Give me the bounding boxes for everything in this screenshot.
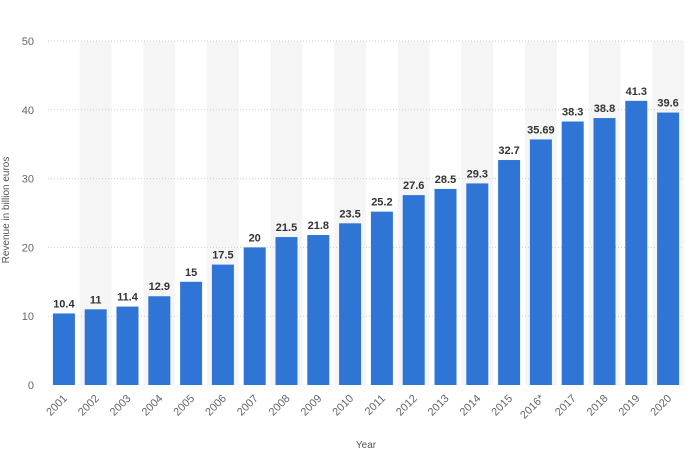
data-label: 28.5: [435, 174, 456, 186]
y-axis-title: Revenue in billion euros: [1, 157, 12, 264]
x-tick-label: 2009: [299, 393, 325, 419]
bar: [211, 264, 234, 385]
data-label: 10.4: [53, 298, 75, 310]
x-tick-label: 2011: [363, 393, 388, 418]
x-tick-label: 2020: [648, 393, 674, 419]
x-tick-label: 2005: [171, 393, 197, 419]
data-label: 35.69: [527, 124, 555, 136]
data-label: 20: [249, 232, 261, 244]
y-tick-label: 0: [28, 380, 34, 392]
data-label: 23.5: [339, 208, 360, 220]
bar: [180, 281, 203, 385]
data-label: 21.8: [308, 220, 329, 232]
x-axis-title: Year: [356, 440, 377, 451]
data-label: 41.3: [626, 86, 647, 98]
data-label: 17.5: [212, 250, 233, 262]
x-tick-label: 2018: [585, 393, 611, 419]
x-tick-label: 2006: [203, 393, 229, 419]
data-label: 11: [90, 294, 102, 306]
bar: [529, 139, 552, 385]
bar: [466, 183, 489, 385]
x-tick-label: 2001: [44, 393, 70, 419]
bar: [275, 237, 298, 385]
bar: [148, 296, 171, 385]
y-axis-ticks: 0 10 20 30 40 50: [22, 36, 34, 392]
x-tick-label: 2013: [426, 393, 452, 419]
x-tick-label: 2012: [394, 393, 420, 419]
bar: [593, 118, 616, 385]
data-label: 29.3: [467, 168, 488, 180]
data-label: 15: [185, 267, 197, 279]
bar: [307, 235, 330, 385]
data-label: 27.6: [403, 180, 424, 192]
x-tick-label: 2003: [108, 393, 134, 419]
bar: [434, 188, 457, 385]
x-tick-label: 2002: [76, 393, 102, 419]
bar: [84, 309, 107, 385]
y-tick-label: 10: [22, 311, 34, 323]
y-tick-label: 40: [22, 105, 34, 117]
bar: [339, 223, 362, 385]
data-labels: 10.4 11 11.4 12.9 15 17.5 20 21.5 21.8 23.5 25.2 27…: [53, 86, 679, 311]
bars: [52, 100, 680, 385]
bar: [116, 306, 139, 385]
y-tick-label: 20: [22, 242, 34, 254]
x-tick-label: 2019: [617, 393, 643, 419]
x-tick-label: 2008: [267, 393, 293, 419]
data-label: 38.8: [594, 103, 615, 115]
data-label: 32.7: [498, 145, 519, 157]
x-tick-label: 2007: [235, 393, 261, 419]
data-label: 25.2: [371, 197, 392, 209]
x-tick-label: 2015: [489, 393, 515, 419]
bar: [52, 313, 75, 385]
bar: [243, 247, 266, 385]
x-tick-label: 2004: [140, 393, 166, 419]
y-tick-label: 50: [22, 36, 34, 48]
x-axis-ticks: 2001 2002 2003 2004 2005 2006 2007 2008 2009 2010…: [44, 392, 674, 421]
x-tick-label: 2017: [553, 393, 579, 419]
x-tick-label: 2016*: [518, 392, 547, 421]
x-tick-label: 2010: [330, 393, 356, 419]
bar: [370, 211, 393, 385]
data-label: 11.4: [117, 292, 139, 304]
x-tick-label: 2014: [458, 393, 484, 419]
data-label: 39.6: [657, 98, 678, 110]
bar: [561, 121, 584, 385]
bar: [657, 112, 680, 385]
data-label: 21.5: [276, 222, 297, 234]
bar: [498, 160, 521, 385]
bar: [625, 100, 648, 385]
data-label: 38.3: [562, 106, 583, 118]
y-tick-label: 30: [22, 174, 34, 186]
data-label: 12.9: [149, 281, 170, 293]
bar: [402, 195, 425, 385]
